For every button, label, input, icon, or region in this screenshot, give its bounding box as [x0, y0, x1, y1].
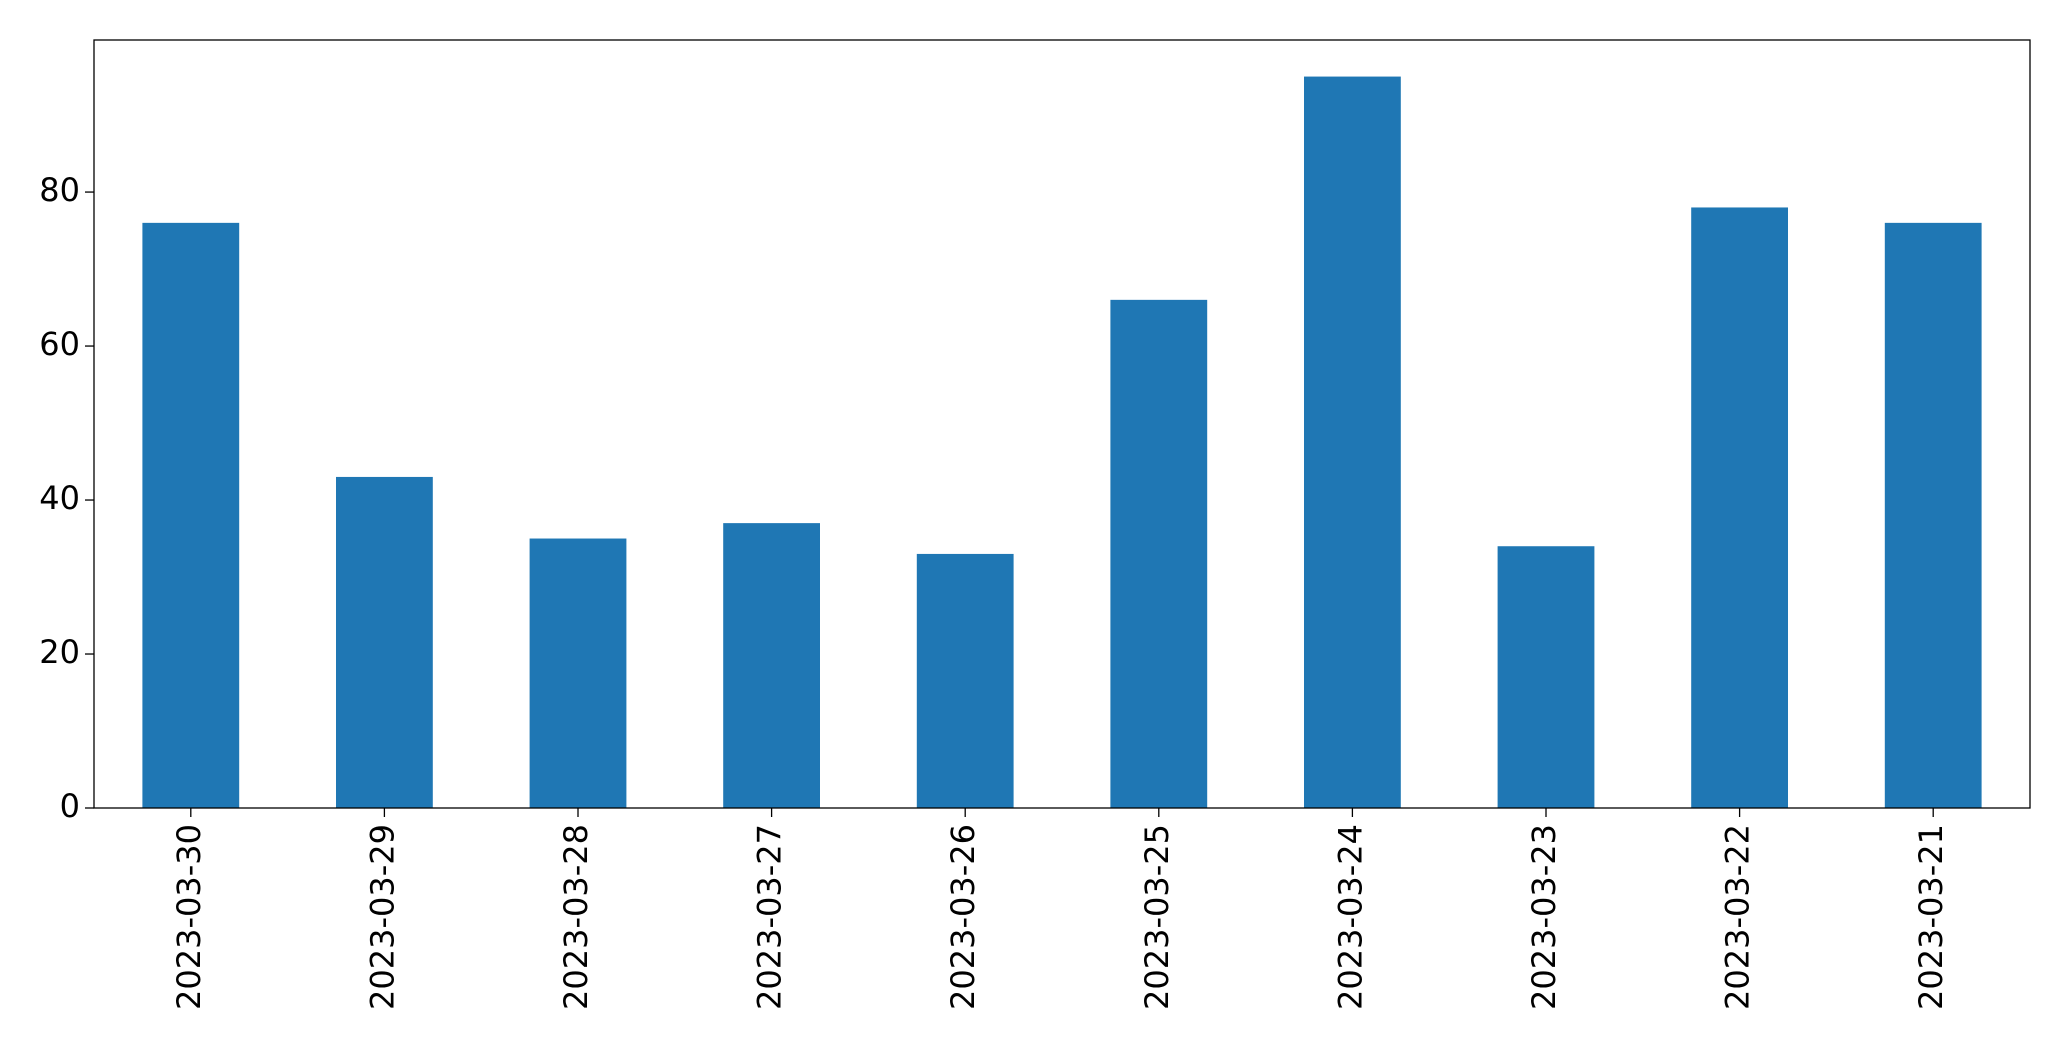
x-tick-label: 2023-03-29	[363, 824, 401, 1010]
bar	[142, 222, 240, 808]
x-tick-label: 2023-03-27	[751, 824, 789, 1010]
bar	[1691, 207, 1788, 809]
bar	[916, 553, 1014, 808]
y-tick-label: 60	[39, 325, 80, 363]
x-tick-label: 2023-03-25	[1138, 824, 1176, 1010]
bar	[723, 523, 820, 808]
y-tick-label: 40	[39, 479, 80, 517]
bar	[1884, 222, 1982, 808]
x-tick-label: 2023-03-26	[944, 824, 982, 1010]
x-tick-label: 2023-03-21	[1912, 824, 1950, 1010]
y-tick-label: 0	[60, 787, 80, 825]
bar	[1497, 546, 1595, 808]
x-tick-label: 2023-03-24	[1331, 824, 1369, 1010]
y-tick-label: 80	[39, 171, 80, 209]
x-tick-label: 2023-03-30	[170, 824, 208, 1010]
bar	[1304, 76, 1401, 809]
plot-frame	[93, 39, 2031, 809]
bar	[336, 476, 433, 808]
bar	[529, 538, 627, 808]
x-tick-label: 2023-03-22	[1719, 824, 1757, 1010]
bar	[1110, 299, 1208, 808]
y-tick-label: 20	[39, 633, 80, 671]
x-tick-label: 2023-03-28	[557, 824, 595, 1010]
x-tick-label: 2023-03-23	[1525, 824, 1563, 1010]
